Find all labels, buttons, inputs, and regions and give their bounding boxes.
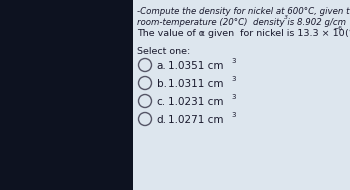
Text: 1.0231 cm: 1.0231 cm [168, 97, 224, 107]
Text: The value of α: The value of α [137, 29, 205, 38]
Text: l: l [200, 31, 202, 36]
Text: b.: b. [156, 79, 167, 89]
Text: Select one:: Select one: [137, 47, 190, 56]
Text: 1.0311 cm: 1.0311 cm [168, 79, 224, 89]
Text: (°C): (°C) [342, 29, 350, 38]
Text: 3: 3 [284, 15, 288, 20]
Text: given  for nickel is 13.3 × 10: given for nickel is 13.3 × 10 [205, 29, 345, 38]
Text: 1.0271 cm: 1.0271 cm [168, 115, 224, 125]
Text: a.: a. [156, 61, 166, 71]
Text: 3: 3 [231, 94, 236, 100]
Text: 3: 3 [231, 112, 236, 118]
Text: -Compute the density for nickel at 600°C, given that its: -Compute the density for nickel at 600°C… [137, 7, 350, 16]
Text: d.: d. [156, 115, 167, 125]
Text: room-temperature (20°C)  density is 8.902 g/cm: room-temperature (20°C) density is 8.902… [137, 18, 346, 27]
Text: 1.0351 cm: 1.0351 cm [168, 61, 224, 71]
Text: 3: 3 [231, 76, 236, 82]
Text: 3: 3 [231, 58, 236, 64]
Bar [0, 0, 133, 190]
Text: −6: −6 [333, 26, 342, 31]
Text: c.: c. [156, 97, 166, 107]
